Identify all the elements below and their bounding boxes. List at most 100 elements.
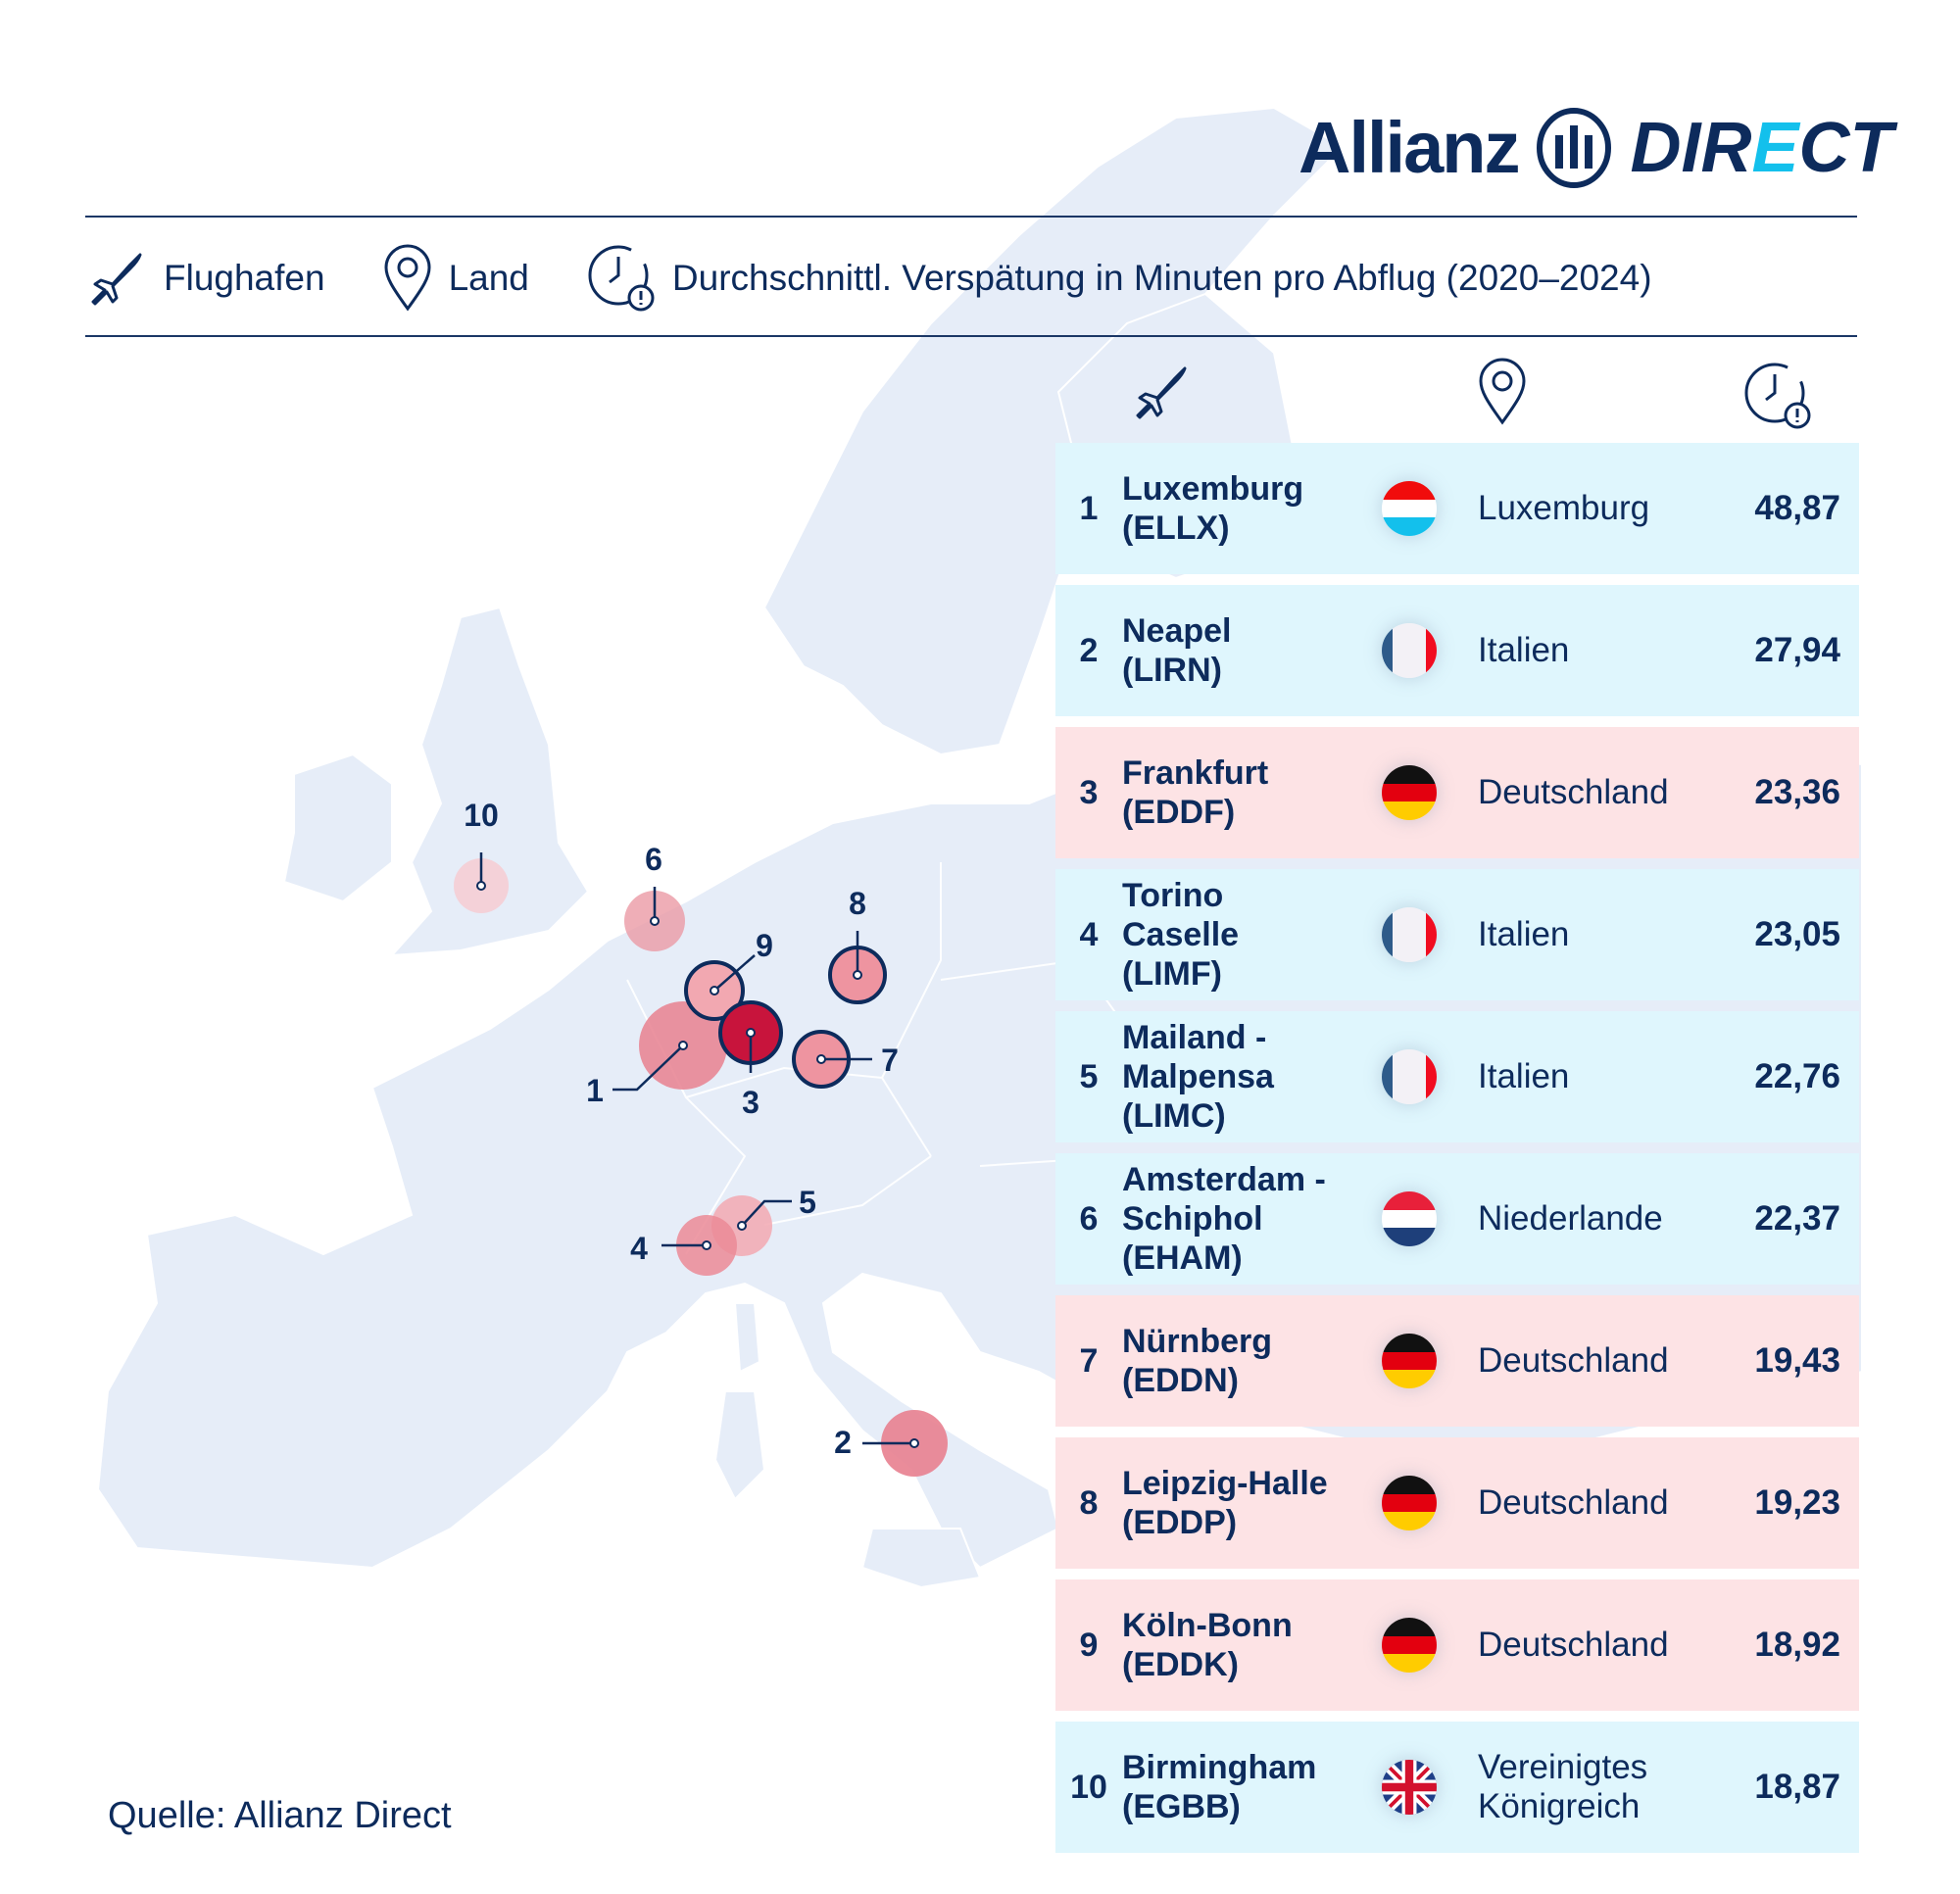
rank: 5 [1079, 1057, 1099, 1095]
rank: 1 [1079, 489, 1099, 527]
location-pin-icon [384, 244, 431, 312]
airport-name-line: Schiphol [1122, 1200, 1263, 1238]
map-label-8: 8 [849, 886, 866, 921]
table-row: 4 Torino Caselle (LIMF) Italien 23,05 [1055, 869, 1859, 1000]
country-name: Deutschland [1478, 1483, 1703, 1523]
flag-gb-icon [1382, 1760, 1437, 1815]
country-name-line: Deutschland [1478, 1341, 1669, 1380]
plane-icon [91, 253, 142, 306]
map-corsica [733, 1302, 761, 1374]
airport-name-line: (LIMC) [1122, 1097, 1226, 1135]
airport-name-line: (EHAM) [1122, 1239, 1243, 1277]
country-name: Deutschland [1478, 1626, 1703, 1665]
airport-name-line: (EDDF) [1122, 794, 1236, 831]
delay-value: 48,87 [1754, 489, 1840, 527]
flag-lu-icon [1382, 481, 1437, 536]
airport-name-line: (LIRN) [1122, 652, 1222, 689]
table-row: 9 Köln-Bonn (EDDK) Deutschland 18,92 [1055, 1579, 1859, 1711]
map-ireland [282, 753, 393, 903]
divider [85, 216, 1857, 218]
source-note: Quelle: Allianz Direct [108, 1795, 452, 1836]
table-row: 6 Amsterdam - Schiphol (EHAM) Niederlande … [1055, 1153, 1859, 1285]
table-row: 3 Frankfurt (EDDF) Deutschland 23,36 [1055, 727, 1859, 858]
rank: 2 [1079, 631, 1099, 669]
airport-name: Mailand - Malpensa (LIMC) [1122, 1018, 1367, 1136]
delay-value: 19,23 [1754, 1483, 1840, 1522]
country-name: Italien [1478, 915, 1703, 954]
flag-de-icon [1382, 1334, 1437, 1388]
table-row: 8 Leipzig-Halle (EDDP) Deutschland 19,23 [1055, 1437, 1859, 1569]
airport-name: Köln-Bonn (EDDK) [1122, 1606, 1367, 1684]
map-label-2: 2 [834, 1425, 852, 1460]
country-name: Deutschland [1478, 773, 1703, 812]
airport-name: Amsterdam - Schiphol (EHAM) [1122, 1160, 1367, 1278]
delay-value: 27,94 [1754, 631, 1840, 669]
airport-name-line: Neapel [1122, 612, 1232, 650]
column-country-pin-icon [1479, 358, 1526, 425]
airport-name: Birmingham (EGBB) [1122, 1748, 1367, 1826]
airport-name-line: (EDDN) [1122, 1362, 1239, 1399]
airport-name-line: Köln-Bonn [1122, 1607, 1293, 1644]
airport-name-line: Amsterdam - [1122, 1161, 1326, 1198]
airport-name-line: Torino [1122, 877, 1224, 914]
rank: 7 [1079, 1341, 1099, 1380]
country-name: Italien [1478, 1057, 1703, 1096]
delay-value: 19,43 [1754, 1341, 1840, 1380]
delay-value: 22,37 [1754, 1199, 1840, 1238]
airport-name: Nürnberg (EDDN) [1122, 1322, 1367, 1400]
table-row: 7 Nürnberg (EDDN) Deutschland 19,43 [1055, 1295, 1859, 1427]
table-row: 10 Birmingham (EGBB) Vereinigtes Königreic… [1055, 1722, 1859, 1853]
divider [85, 335, 1857, 337]
flag-nl-icon [1382, 1191, 1437, 1246]
rank: 8 [1079, 1483, 1099, 1522]
country-name-line: Deutschland [1478, 1483, 1669, 1522]
country-name-line: Deutschland [1478, 773, 1669, 811]
delay-value: 18,87 [1754, 1768, 1840, 1806]
map-label-4: 4 [630, 1231, 648, 1266]
country-name-line: Luxemburg [1478, 489, 1650, 527]
column-airport-plane-icon [1136, 366, 1187, 419]
country-name: Deutschland [1478, 1341, 1703, 1381]
delay-value: 18,92 [1754, 1626, 1840, 1664]
map-label-3: 3 [742, 1085, 760, 1120]
country-name-line: Italien [1478, 1057, 1570, 1095]
airport-name: Frankfurt (EDDF) [1122, 753, 1367, 832]
map-label-7: 7 [881, 1043, 899, 1078]
airport-name-line: Luxemburg [1122, 470, 1304, 508]
airport-name-line: (EDDP) [1122, 1504, 1238, 1541]
airport-name-line: Frankfurt [1122, 754, 1269, 792]
country-name: Niederlande [1478, 1199, 1703, 1238]
country-name-line: Deutschland [1478, 1626, 1669, 1664]
table-row: 2 Neapel (LIRN) Italien 27,94 [1055, 585, 1859, 716]
airport-name: Leipzig-Halle (EDDP) [1122, 1464, 1367, 1542]
delay-value: 23,05 [1754, 915, 1840, 953]
rank: 4 [1079, 915, 1099, 953]
airport-name: Luxemburg (ELLX) [1122, 469, 1367, 548]
country-name-line: Italien [1478, 631, 1570, 669]
airport-name-line: (LIMF) [1122, 955, 1222, 993]
rank: 9 [1079, 1626, 1099, 1664]
map-sardinia [713, 1390, 766, 1501]
table-row: 1 Luxemburg (ELLX) Luxemburg 48,87 [1055, 443, 1859, 574]
column-delay-clock-icon [1744, 363, 1811, 429]
airport-name-line: (EGBB) [1122, 1788, 1241, 1825]
country-name: Luxemburg [1478, 489, 1703, 528]
flag-it-icon [1382, 1049, 1437, 1104]
map-label-9: 9 [756, 928, 773, 963]
table-row: 5 Mailand - Malpensa (LIMC) Italien 22,76 [1055, 1011, 1859, 1142]
legend: Flughafen Land Durchschnittl. Verspätung… [85, 243, 1688, 314]
delay-value: 23,36 [1754, 773, 1840, 811]
map-sicily [860, 1528, 982, 1589]
rank: 10 [1070, 1768, 1107, 1806]
airport-name-line: Malpensa [1122, 1058, 1274, 1095]
rank: 3 [1079, 773, 1099, 811]
airport-name: Neapel (LIRN) [1122, 611, 1367, 690]
airport-name-line: Mailand - [1122, 1019, 1267, 1056]
map-label-1: 1 [586, 1073, 604, 1108]
flag-it-icon [1382, 623, 1437, 678]
rank: 6 [1079, 1199, 1099, 1238]
flag-de-icon [1382, 765, 1437, 820]
delay-value: 22,76 [1754, 1057, 1840, 1095]
country-name: Vereinigtes Königreich [1478, 1748, 1703, 1826]
country-name-line: Königreich [1478, 1787, 1641, 1825]
